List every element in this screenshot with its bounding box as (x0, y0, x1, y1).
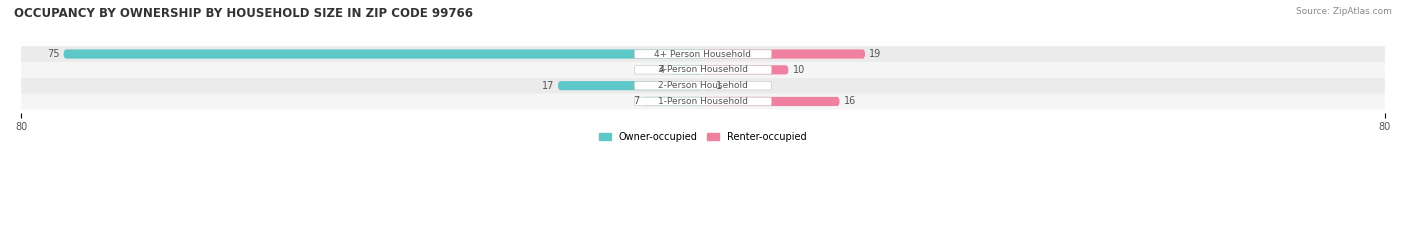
Legend: Owner-occupied, Renter-occupied: Owner-occupied, Renter-occupied (596, 128, 810, 146)
Text: 10: 10 (793, 65, 804, 75)
Text: 19: 19 (869, 49, 882, 59)
Text: 17: 17 (541, 81, 554, 91)
FancyBboxPatch shape (634, 50, 772, 58)
FancyBboxPatch shape (703, 97, 839, 106)
Text: 75: 75 (46, 49, 59, 59)
FancyBboxPatch shape (634, 65, 772, 74)
FancyBboxPatch shape (634, 97, 772, 106)
FancyBboxPatch shape (643, 97, 703, 106)
FancyBboxPatch shape (21, 78, 1385, 94)
Text: 1: 1 (716, 81, 721, 91)
FancyBboxPatch shape (703, 65, 789, 74)
FancyBboxPatch shape (21, 94, 1385, 109)
FancyBboxPatch shape (21, 62, 1385, 78)
FancyBboxPatch shape (703, 49, 865, 59)
FancyBboxPatch shape (63, 49, 703, 59)
Text: 3-Person Household: 3-Person Household (658, 65, 748, 74)
FancyBboxPatch shape (703, 81, 711, 90)
Text: Source: ZipAtlas.com: Source: ZipAtlas.com (1296, 7, 1392, 16)
Text: 2-Person Household: 2-Person Household (658, 81, 748, 90)
Text: 1-Person Household: 1-Person Household (658, 97, 748, 106)
Text: 4: 4 (658, 65, 665, 75)
Text: 16: 16 (844, 96, 856, 106)
FancyBboxPatch shape (21, 46, 1385, 62)
FancyBboxPatch shape (634, 81, 772, 90)
FancyBboxPatch shape (669, 65, 703, 74)
Text: OCCUPANCY BY OWNERSHIP BY HOUSEHOLD SIZE IN ZIP CODE 99766: OCCUPANCY BY OWNERSHIP BY HOUSEHOLD SIZE… (14, 7, 472, 20)
Text: 7: 7 (633, 96, 640, 106)
FancyBboxPatch shape (558, 81, 703, 90)
Text: 4+ Person Household: 4+ Person Household (655, 50, 751, 58)
